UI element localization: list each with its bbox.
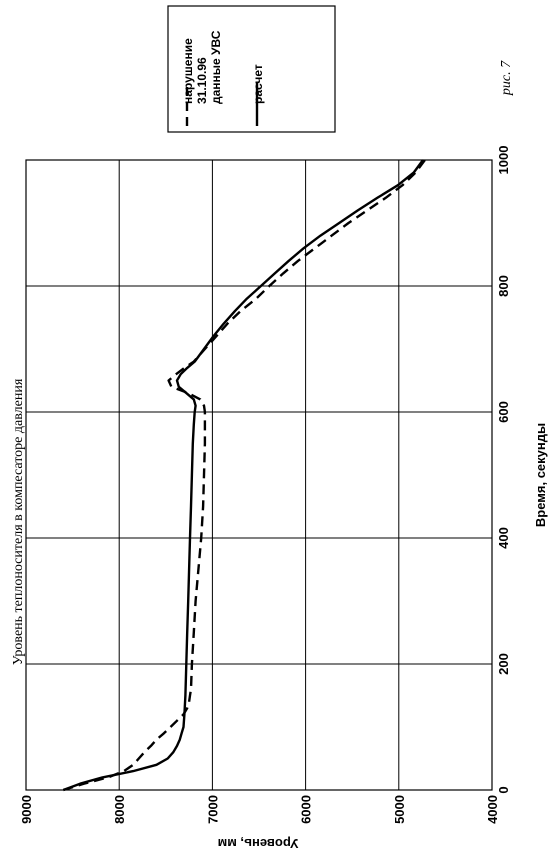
- tick-labels: 9000 8000 7000 6000 5000 4000 0 200 400 600 800 100…: [19, 146, 511, 824]
- x-tick-label-600: 600: [496, 401, 511, 423]
- x-tick-label-200: 200: [496, 653, 511, 675]
- x-axis-label: Время, секунды: [533, 423, 548, 527]
- plot-frame: [25, 159, 493, 791]
- y-tick-label-5000: 5000: [392, 795, 407, 824]
- series-line-uvs-data: [62, 159, 426, 792]
- series-line-calculation: [62, 159, 424, 792]
- y-tick-label-9000: 9000: [19, 795, 34, 824]
- legend-label-calc: расчет: [251, 64, 265, 104]
- grid: [26, 160, 492, 790]
- y-tick-label-4000: 4000: [485, 795, 500, 824]
- y-axis-label: Уровень, мм: [218, 836, 299, 849]
- x-tick-label-400: 400: [496, 527, 511, 549]
- y-tick-label-8000: 8000: [112, 795, 127, 824]
- chart-title: Уровень теплоносителя в компесаторе давл…: [11, 378, 26, 665]
- figure-label: рис. 7: [499, 60, 514, 96]
- x-tick-label-0: 0: [496, 786, 511, 793]
- legend: нарушение31.10.96данные УВС расчет: [167, 5, 336, 133]
- x-tick-label-1000: 1000: [496, 146, 511, 175]
- y-tick-label-6000: 6000: [299, 795, 314, 824]
- x-tick-label-800: 800: [496, 275, 511, 297]
- series-group: [62, 159, 426, 792]
- legend-box: [167, 5, 336, 133]
- legend-label-uvs: нарушение31.10.96данные УВС: [181, 30, 223, 104]
- y-tick-label-7000: 7000: [205, 795, 220, 824]
